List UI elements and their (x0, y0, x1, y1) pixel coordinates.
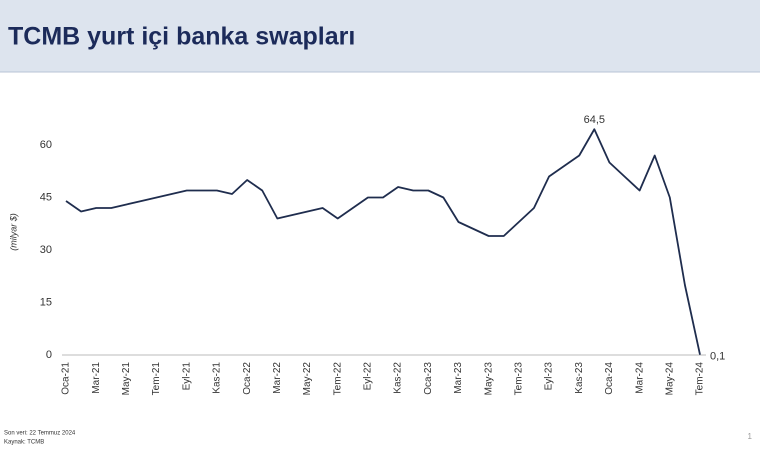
x-tick-label: Tem-21 (151, 362, 162, 396)
x-tick-label: Eyl-23 (544, 362, 555, 391)
y-tick-label: 15 (40, 296, 52, 308)
x-tick-label: Eyl-22 (363, 362, 374, 391)
y-tick-label: 30 (40, 244, 52, 256)
x-tick-label: May-21 (121, 362, 132, 396)
x-tick-label: Mar-22 (272, 362, 283, 394)
note: Kaynak: TCMB (4, 440, 44, 446)
x-tick-label: Kas-23 (574, 362, 585, 394)
x-tick-label: Oca-24 (604, 362, 615, 395)
y-tick-label: 0 (46, 349, 52, 361)
y-axis-label: (milyar $) (8, 213, 18, 251)
chart-title: TCMB yurt içi banka swapları (8, 23, 355, 51)
y-tick-label: 60 (40, 139, 52, 151)
x-tick-label: Tem-22 (332, 362, 343, 396)
header-band (0, 0, 760, 72)
data-line (65, 128, 701, 355)
x-tick-label: Kas-22 (393, 362, 404, 394)
y-tick-label: 45 (40, 191, 52, 203)
x-tick-label: Mar-21 (91, 362, 102, 394)
x-tick-label: May-23 (483, 362, 494, 396)
x-tick-label: Oca-22 (242, 362, 253, 395)
x-tick-label: Mar-23 (453, 362, 464, 394)
x-tick-label: May-24 (664, 362, 675, 396)
x-tick-label: Oca-21 (61, 362, 72, 395)
x-tick-label: Eyl-21 (181, 362, 192, 391)
note: Son veri: 22 Temmuz 2024 (4, 431, 76, 437)
x-tick-label: Tem-23 (513, 362, 524, 396)
x-tick-label: May-22 (302, 362, 313, 396)
page-number: 1 (748, 432, 753, 441)
value-label: 0,1 (710, 351, 725, 363)
x-tick-label: Tem-24 (695, 362, 706, 396)
value-label: 64,5 (584, 114, 605, 126)
x-tick-label: Oca-23 (423, 362, 434, 395)
x-tick-label: Kas-21 (212, 362, 223, 394)
x-tick-label: Mar-24 (634, 362, 645, 394)
